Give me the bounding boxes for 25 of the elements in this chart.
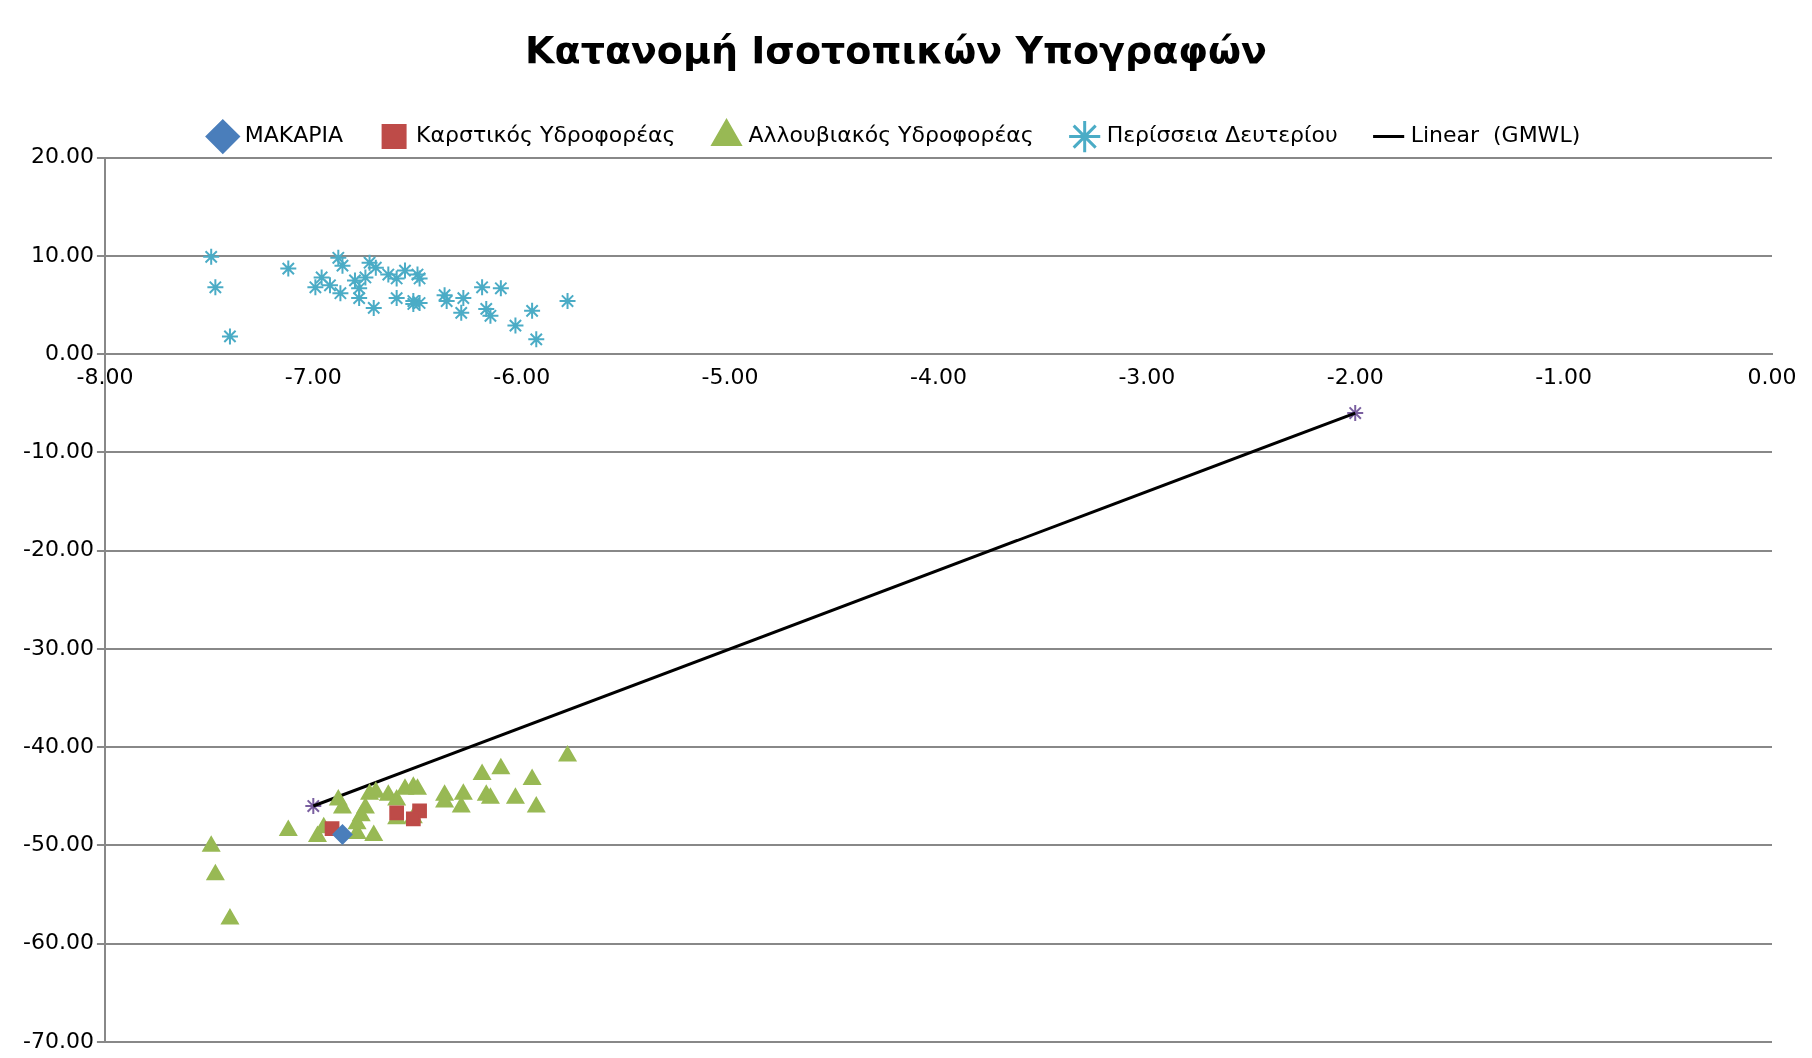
legend-label: Αλλουβιακός Υδροφορέας [748, 122, 1034, 148]
x-tick-label: 0.00 [1747, 364, 1797, 390]
x-tick-label: -2.00 [1326, 364, 1384, 390]
chart-title: Κατανομή Ισοτοπικών Υπογραφών [525, 27, 1267, 72]
y-tick-label: 10.00 [30, 241, 94, 267]
y-tick-label: -10.00 [23, 438, 94, 464]
x-tick-label: -6.00 [493, 364, 551, 390]
y-tick-label: -40.00 [23, 732, 94, 758]
legend-label: Περίσσεια Δευτερίου [1106, 122, 1338, 148]
y-tick-label: 20.00 [30, 143, 94, 169]
y-tick-label: -50.00 [23, 831, 94, 857]
x-tick-label: -5.00 [701, 364, 759, 390]
y-tick-label: -60.00 [23, 929, 94, 955]
legend-label: Linear (GMWL) [1410, 122, 1581, 148]
y-tick-label: -30.00 [23, 634, 94, 660]
x-tick-label: -8.00 [76, 364, 134, 390]
x-tick-label: -4.00 [909, 364, 967, 390]
y-tick-label: -20.00 [23, 536, 94, 562]
legend-label: ΜΑΚΑΡΙΑ [244, 122, 344, 148]
y-tick-label: -70.00 [23, 1027, 94, 1053]
y-tick-label: 0.00 [44, 339, 94, 365]
legend-label: Καρστικός Υδροφορέας [416, 122, 676, 148]
x-tick-label: -1.00 [1535, 364, 1593, 390]
x-tick-label: -7.00 [284, 364, 342, 390]
x-tick-label: -3.00 [1118, 364, 1176, 390]
